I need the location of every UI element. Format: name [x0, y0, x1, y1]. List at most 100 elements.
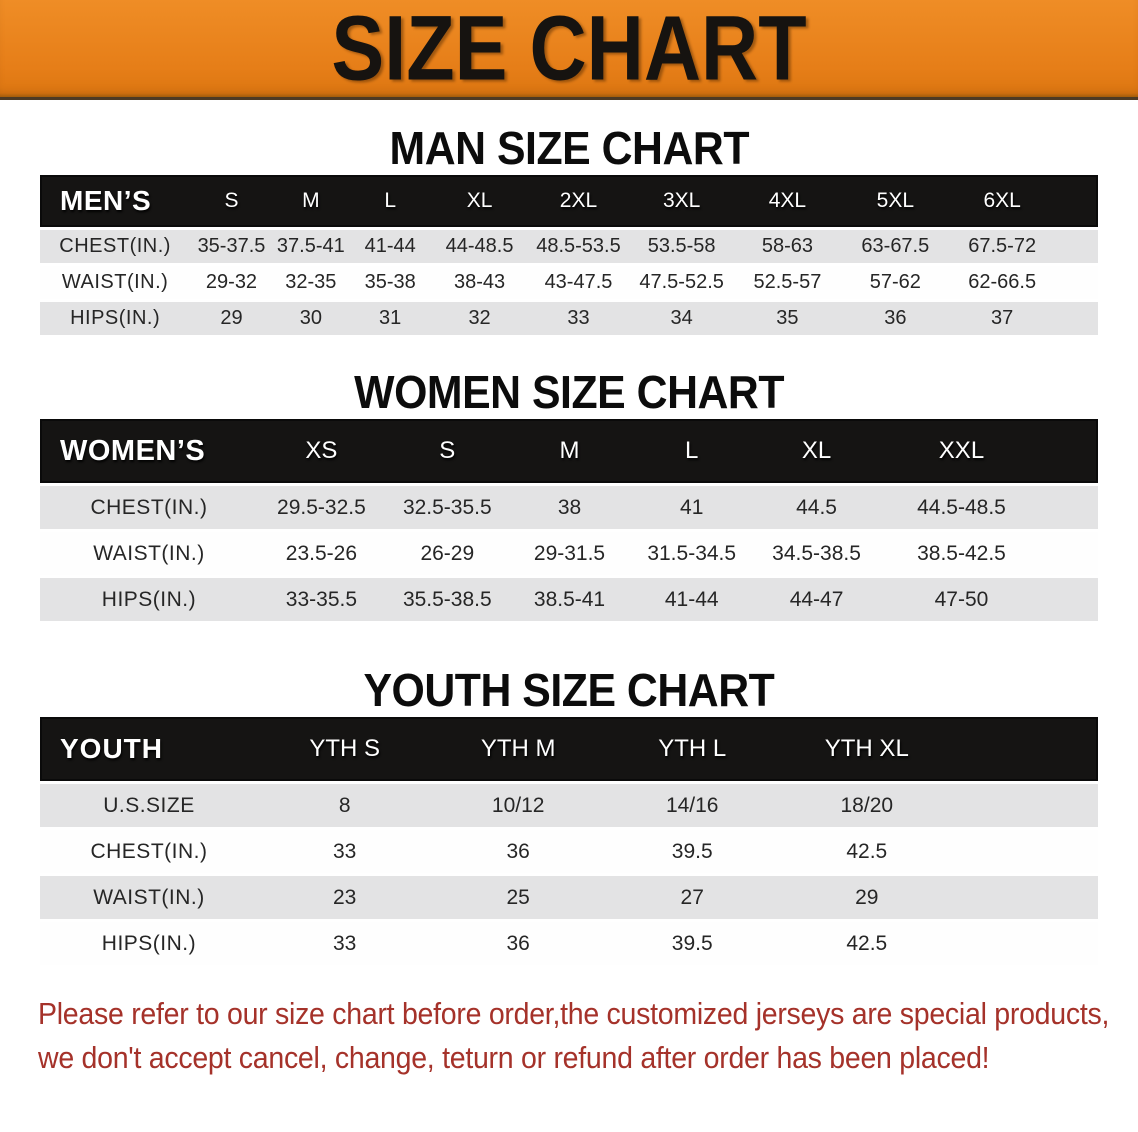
measurement-row: HIPS(IN.) 29 30 31 32 33 34 35 36 37 — [40, 302, 1098, 335]
measurement-value: 29.5-32.5 — [257, 486, 385, 529]
measurement-value: 38.5-41 — [509, 578, 630, 621]
youth-size-table: YOUTH YTH S YTH M YTH L YTH XL U.S.SIZE 8 10/12… — [40, 714, 1098, 968]
filler-cell — [1054, 230, 1098, 263]
measurement-value: 53.5-58 — [629, 230, 734, 263]
size-column-header: YTH L — [604, 717, 780, 781]
size-column-header: S — [384, 419, 510, 483]
measurement-value: 36 — [431, 830, 605, 873]
measurement-value: 34.5-38.5 — [754, 532, 879, 575]
size-column-header: L — [629, 419, 755, 483]
filler-cell — [954, 830, 1098, 873]
measurement-value: 29 — [779, 876, 955, 919]
men-section-heading: MAN SIZE CHART — [0, 124, 1138, 172]
measurement-value: 48.5-53.5 — [527, 230, 630, 263]
measurement-value: 37 — [949, 302, 1055, 335]
measurement-value: 33 — [527, 302, 630, 335]
size-column-header: M — [272, 175, 349, 227]
measurement-value: 29-31.5 — [509, 532, 630, 575]
size-column-header: XL — [431, 175, 528, 227]
measurement-row: CHEST(IN.) 35-37.5 37.5-41 41-44 44-48.5 48.5… — [40, 230, 1098, 263]
filler-cell — [954, 784, 1098, 827]
measurement-value: 47-50 — [878, 578, 1045, 621]
measurement-value: 44-48.5 — [431, 230, 528, 263]
table-header-row: YOUTH YTH S YTH M YTH L YTH XL — [40, 717, 1098, 781]
filler-header-cell — [1054, 175, 1098, 227]
size-column-header: YTH M — [431, 717, 605, 781]
size-column-header: 6XL — [949, 175, 1055, 227]
size-column-header: XL — [754, 419, 879, 483]
measurement-row: HIPS(IN.) 33 36 39.5 42.5 — [40, 922, 1098, 965]
measurement-value: 39.5 — [604, 830, 780, 873]
measurement-value: 44.5-48.5 — [878, 486, 1045, 529]
measurement-value: 44-47 — [754, 578, 879, 621]
disclaimer: Please refer to our size chart before or… — [38, 992, 1109, 1080]
measurement-value: 41-44 — [629, 578, 755, 621]
filler-header-cell — [954, 717, 1098, 781]
row-label: HIPS(IN.) — [40, 922, 258, 965]
measurement-value: 36 — [431, 922, 605, 965]
measurement-value: 31.5-34.5 — [629, 532, 755, 575]
measurement-value: 34 — [629, 302, 734, 335]
measurement-row: CHEST(IN.) 29.5-32.5 32.5-35.5 38 41 44.5 44.5… — [40, 486, 1098, 529]
measurement-value: 8 — [257, 784, 432, 827]
women-size-table: WOMEN’S XS S M L XL XXL CHEST(IN.) 29.5-32.5 32.5… — [40, 416, 1098, 624]
size-column-header: XXL — [878, 419, 1045, 483]
measurement-value: 35-37.5 — [190, 230, 273, 263]
measurement-value: 42.5 — [779, 830, 955, 873]
measurement-value: 30 — [272, 302, 349, 335]
row-label: HIPS(IN.) — [40, 302, 191, 335]
measurement-value: 23.5-26 — [257, 532, 385, 575]
table-group-label: MEN’S — [40, 175, 191, 227]
row-label: U.S.SIZE — [40, 784, 258, 827]
men-section-heading-text: MAN SIZE CHART — [389, 122, 749, 174]
measurement-value: 32.5-35.5 — [384, 486, 510, 529]
measurement-row: CHEST(IN.) 33 36 39.5 42.5 — [40, 830, 1098, 873]
size-column-header: 2XL — [527, 175, 630, 227]
measurement-row: U.S.SIZE 8 10/12 14/16 18/20 — [40, 784, 1098, 827]
filler-cell — [1044, 578, 1098, 621]
measurement-value: 52.5-57 — [734, 266, 841, 299]
size-column-header: XS — [257, 419, 385, 483]
measurement-value: 26-29 — [384, 532, 510, 575]
filler-cell — [954, 922, 1098, 965]
measurement-value: 35-38 — [348, 266, 432, 299]
measurement-value: 18/20 — [779, 784, 955, 827]
filler-cell — [954, 876, 1098, 919]
measurement-row: WAIST(IN.) 23 25 27 29 — [40, 876, 1098, 919]
measurement-value: 43-47.5 — [527, 266, 630, 299]
row-label: WAIST(IN.) — [40, 532, 258, 575]
measurement-value: 67.5-72 — [949, 230, 1055, 263]
measurement-row: WAIST(IN.) 23.5-26 26-29 29-31.5 31.5-34.5 34… — [40, 532, 1098, 575]
table-header-row: MEN’S S M L XL 2XL 3XL 4XL 5XL 6XL — [40, 175, 1098, 227]
measurement-value: 44.5 — [754, 486, 879, 529]
disclaimer-line-2: we don't accept cancel, change, teturn o… — [38, 1040, 990, 1075]
measurement-value: 41-44 — [348, 230, 432, 263]
row-label: CHEST(IN.) — [40, 230, 191, 263]
measurement-value: 39.5 — [604, 922, 780, 965]
row-label: CHEST(IN.) — [40, 830, 258, 873]
measurement-value: 29-32 — [190, 266, 273, 299]
filler-cell — [1054, 302, 1098, 335]
size-column-header: 4XL — [734, 175, 841, 227]
measurement-value: 29 — [190, 302, 273, 335]
filler-cell — [1054, 266, 1098, 299]
table-group-label: WOMEN’S — [40, 419, 258, 483]
measurement-value: 31 — [348, 302, 432, 335]
measurement-value: 36 — [840, 302, 950, 335]
row-label: WAIST(IN.) — [40, 876, 258, 919]
banner-title: SIZE CHART — [331, 0, 807, 100]
measurement-value: 62-66.5 — [949, 266, 1055, 299]
measurement-value: 42.5 — [779, 922, 955, 965]
measurement-value: 32 — [431, 302, 528, 335]
size-column-header: S — [190, 175, 273, 227]
measurement-value: 23 — [257, 876, 432, 919]
size-chart-content: MAN SIZE CHART MEN’S S M L XL 2XL 3XL 4XL 5XL 6XL… — [0, 124, 1138, 1080]
measurement-value: 33 — [257, 830, 432, 873]
filler-cell — [1044, 532, 1098, 575]
row-label: HIPS(IN.) — [40, 578, 258, 621]
size-column-header: 5XL — [840, 175, 950, 227]
men-size-table: MEN’S S M L XL 2XL 3XL 4XL 5XL 6XL CHEST(IN.) 35-37… — [40, 172, 1098, 338]
size-column-header: YTH S — [257, 717, 432, 781]
measurement-value: 35 — [734, 302, 841, 335]
measurement-row: HIPS(IN.) 33-35.5 35.5-38.5 38.5-41 41-44 44-… — [40, 578, 1098, 621]
